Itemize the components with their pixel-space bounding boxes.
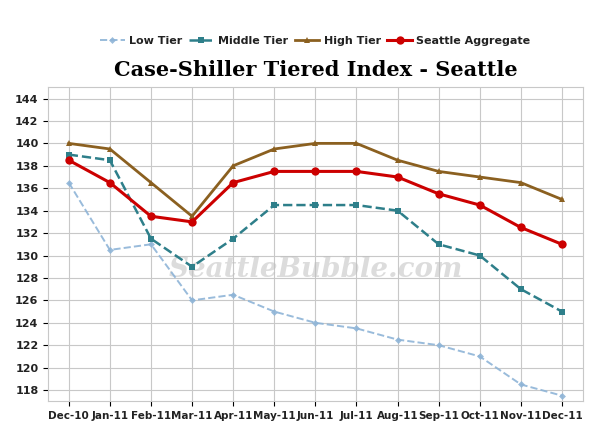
Low Tier <box>65 180 73 185</box>
High Tier <box>230 163 237 168</box>
Middle Tier <box>476 253 484 258</box>
Low Tier <box>312 320 319 325</box>
Seattle Aggregate <box>559 242 566 247</box>
Seattle Aggregate <box>312 169 319 174</box>
High Tier <box>476 174 484 180</box>
Middle Tier <box>148 236 155 241</box>
Seattle Aggregate <box>476 202 484 208</box>
Low Tier <box>435 343 442 348</box>
Seattle Aggregate <box>148 214 155 219</box>
Middle Tier <box>559 309 566 314</box>
Middle Tier <box>106 157 113 163</box>
High Tier <box>148 180 155 185</box>
Low Tier <box>271 309 278 314</box>
Seattle Aggregate <box>353 169 360 174</box>
Middle Tier <box>353 202 360 208</box>
High Tier <box>435 169 442 174</box>
Low Tier <box>394 337 401 342</box>
Low Tier <box>476 354 484 359</box>
High Tier <box>312 141 319 146</box>
Seattle Aggregate <box>435 191 442 197</box>
High Tier <box>106 146 113 152</box>
Middle Tier <box>65 152 73 157</box>
Seattle Aggregate <box>65 157 73 163</box>
Low Tier <box>106 247 113 252</box>
Middle Tier <box>230 236 237 241</box>
Low Tier <box>517 382 524 387</box>
Seattle Aggregate <box>271 169 278 174</box>
Middle Tier <box>271 202 278 208</box>
High Tier <box>559 197 566 202</box>
Low Tier <box>188 298 196 303</box>
Line: Middle Tier: Middle Tier <box>65 151 565 315</box>
Title: Case-Shiller Tiered Index - Seattle: Case-Shiller Tiered Index - Seattle <box>113 60 517 80</box>
Line: Low Tier: Low Tier <box>67 180 565 398</box>
Text: SeattleBubble.com: SeattleBubble.com <box>168 256 463 283</box>
Seattle Aggregate <box>517 225 524 230</box>
Middle Tier <box>394 208 401 213</box>
Low Tier <box>230 292 237 297</box>
High Tier <box>271 146 278 152</box>
Middle Tier <box>188 264 196 269</box>
Seattle Aggregate <box>230 180 237 185</box>
High Tier <box>517 180 524 185</box>
High Tier <box>353 141 360 146</box>
Low Tier <box>353 326 360 331</box>
High Tier <box>394 157 401 163</box>
Seattle Aggregate <box>394 174 401 180</box>
Legend: Low Tier, Middle Tier, High Tier, Seattle Aggregate: Low Tier, Middle Tier, High Tier, Seattl… <box>100 36 530 47</box>
Middle Tier <box>312 202 319 208</box>
High Tier <box>65 141 73 146</box>
Low Tier <box>148 242 155 247</box>
Middle Tier <box>435 242 442 247</box>
Seattle Aggregate <box>188 219 196 225</box>
Line: Seattle Aggregate: Seattle Aggregate <box>65 156 566 249</box>
High Tier <box>188 214 196 219</box>
Middle Tier <box>517 286 524 292</box>
Line: High Tier: High Tier <box>65 140 565 220</box>
Low Tier <box>559 393 566 399</box>
Seattle Aggregate <box>106 180 113 185</box>
